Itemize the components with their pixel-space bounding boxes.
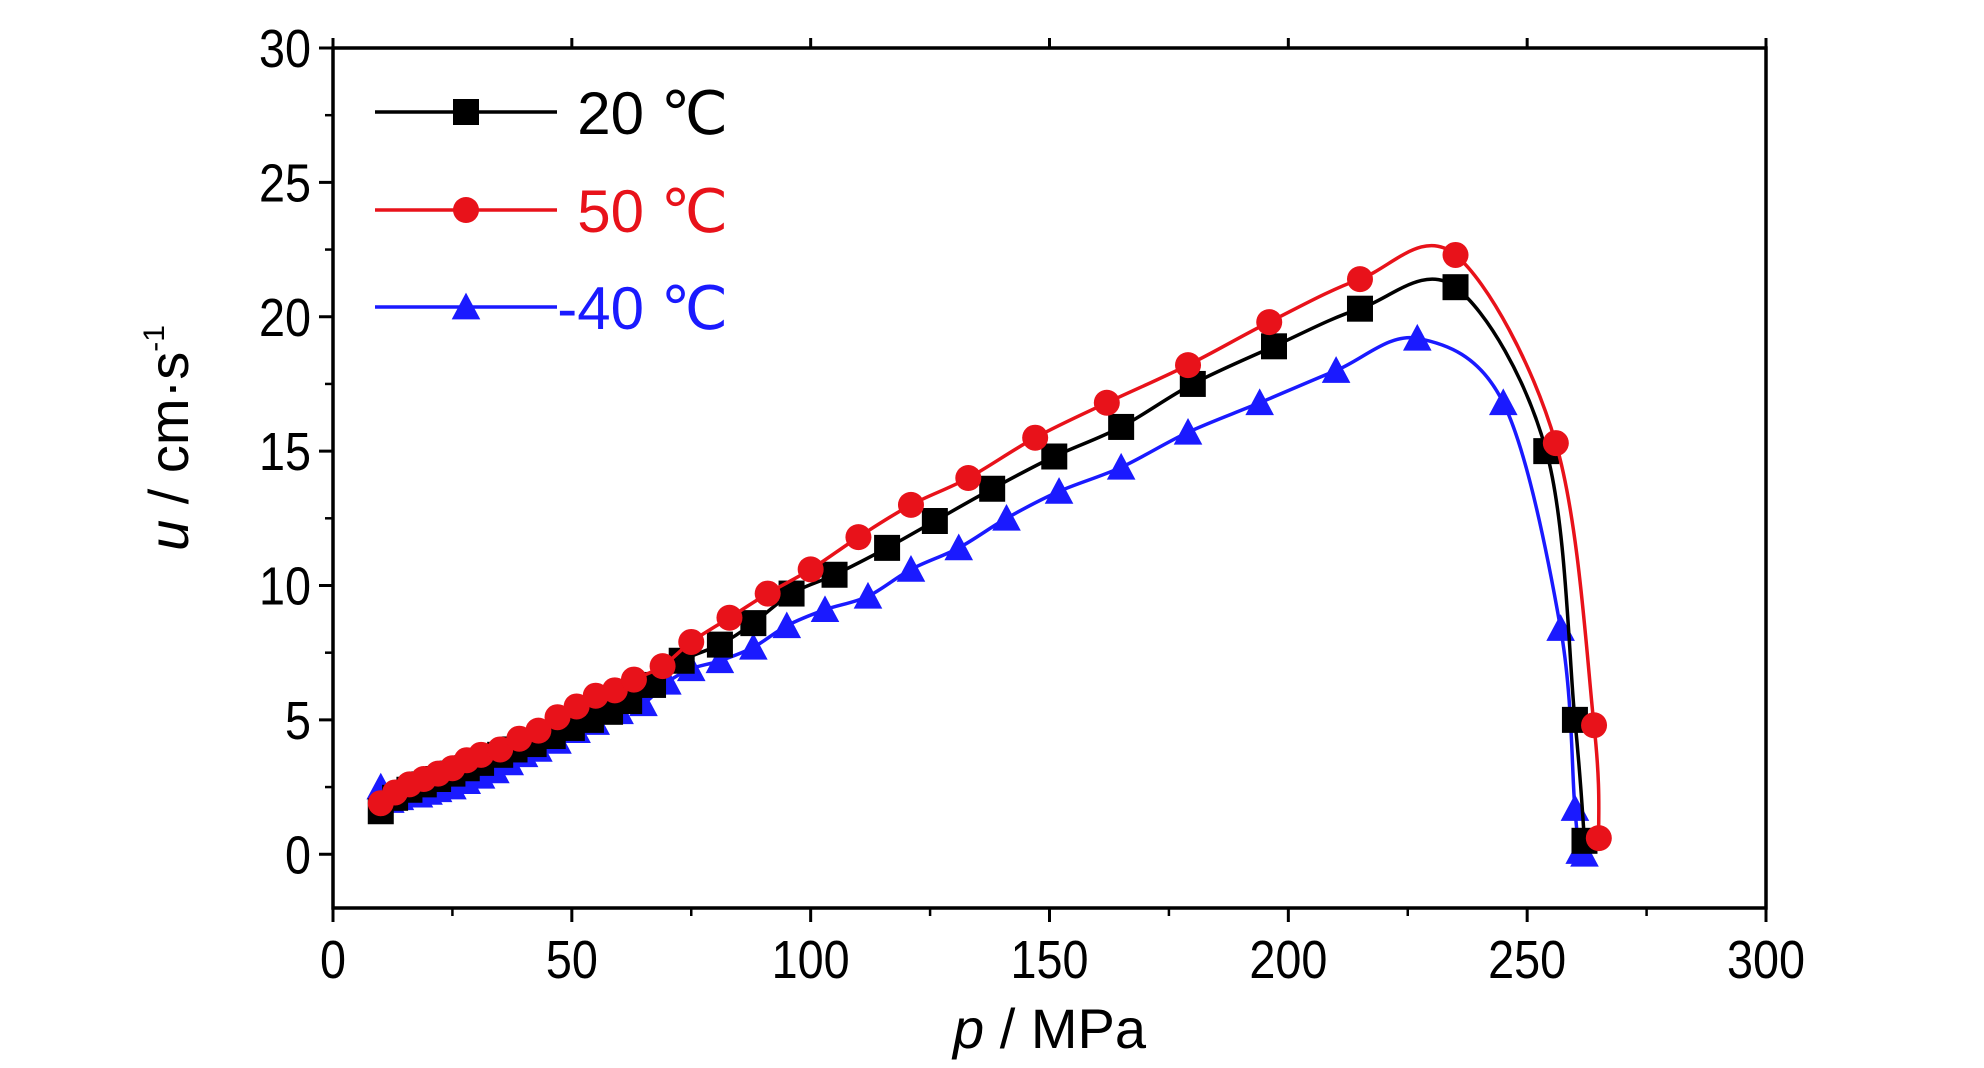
data-point-s1-19	[754, 580, 781, 607]
y-tick-label-6: 30	[259, 19, 311, 79]
series-line-2	[379, 335, 1587, 858]
data-point-s1-15	[620, 666, 647, 693]
data-point-s2-33	[1321, 356, 1351, 383]
legend-item-2: -40 ℃	[375, 275, 728, 342]
y-tick-label-2: 10	[259, 557, 311, 617]
legend-item-1: 50 ℃	[375, 178, 728, 245]
x-axis-label: p / MPa	[951, 997, 1147, 1060]
x-tick-label-6: 300	[1727, 930, 1805, 990]
data-point-s1-22	[897, 491, 924, 518]
data-point-s0-24	[979, 475, 1006, 502]
legend-label-0: 20 ℃	[577, 80, 728, 147]
data-point-s1-11	[544, 704, 571, 731]
data-point-s1-28	[1346, 266, 1373, 293]
axes: 0 50 100 150 200 250 300 0 5 10 15 20 25 30 p / MPa u /…	[137, 19, 1805, 1060]
data-point-s2-34	[1403, 323, 1432, 351]
data-point-s1-31	[1581, 712, 1608, 739]
data-point-s1-14	[601, 677, 628, 704]
series-0	[367, 274, 1598, 854]
data-point-s2-28	[992, 503, 1021, 531]
data-point-s2-10	[481, 756, 510, 784]
legend-item-0: 20 ℃	[375, 80, 728, 147]
data-point-s1-32	[1585, 825, 1612, 852]
data-point-s0-23	[921, 508, 948, 534]
legend: 20 ℃ 50 ℃ -40 ℃	[375, 80, 728, 342]
data-point-s2-21	[705, 646, 735, 674]
y-axis-label-exponent: -1	[138, 325, 171, 352]
y-tick-label-0: 0	[285, 825, 311, 885]
data-point-s1-30	[1542, 430, 1569, 457]
data-point-s1-21	[845, 524, 872, 551]
data-point-s2-37	[1560, 794, 1590, 821]
data-point-s1-17	[678, 628, 705, 655]
data-point-s0-29	[1346, 295, 1373, 322]
data-point-s0-18	[706, 631, 733, 658]
legend-label-1: 50 ℃	[577, 178, 728, 245]
series-1	[367, 241, 1612, 852]
y-axis-label-var: u	[137, 520, 200, 551]
data-point-s2-25	[853, 581, 883, 609]
data-point-s2-30	[1106, 452, 1136, 480]
y-tick-label-1: 5	[285, 691, 311, 751]
data-point-s1-10	[525, 717, 552, 744]
data-point-s2-27	[944, 533, 974, 561]
data-point-s2-32	[1245, 388, 1274, 416]
data-point-s1-25	[1093, 389, 1120, 416]
legend-marker-1	[453, 197, 479, 223]
data-point-s2-23	[772, 611, 802, 639]
series-line-0	[379, 277, 1587, 841]
data-point-s1-26	[1175, 352, 1202, 379]
x-tick-label-0: 0	[320, 930, 346, 990]
data-point-s0-28	[1261, 333, 1288, 360]
y-tick-label-3: 15	[259, 422, 311, 482]
y-tick-label-5: 25	[259, 153, 311, 213]
data-point-s1-24	[1022, 424, 1049, 451]
data-point-s2-26	[896, 555, 926, 582]
data-point-s1-29	[1442, 241, 1469, 268]
data-point-s0-22	[874, 534, 901, 561]
data-point-s1-23	[955, 465, 982, 491]
data-point-s0-26	[1108, 413, 1135, 440]
x-axis-label-unit: / MPa	[984, 997, 1147, 1060]
data-point-s1-18	[716, 604, 743, 631]
data-point-s0-21	[821, 561, 848, 588]
data-point-s1-16	[649, 653, 676, 680]
y-tick-label-4: 20	[259, 288, 311, 348]
data-point-s0-25	[1041, 443, 1068, 470]
data-point-s1-12	[563, 693, 590, 720]
x-tick-label-5: 250	[1488, 930, 1566, 990]
data-point-s1-27	[1256, 309, 1283, 336]
data-point-s2-31	[1173, 417, 1203, 445]
legend-marker-0	[453, 99, 479, 125]
data-point-s2-22	[739, 632, 768, 660]
x-tick-label-2: 100	[772, 930, 850, 990]
data-point-s1-20	[797, 556, 824, 583]
y-axis-label-unit: / cm·s	[137, 352, 200, 520]
data-point-s1-8	[487, 736, 514, 763]
x-tick-label-4: 200	[1249, 930, 1327, 990]
x-tick-label-3: 150	[1011, 930, 1089, 990]
data-point-s0-19	[740, 610, 767, 637]
data-point-s2-29	[1044, 477, 1074, 504]
data-point-s0-30	[1442, 274, 1469, 301]
series-2	[366, 323, 1599, 867]
data-point-s2-24	[810, 595, 840, 623]
data-point-s2-35	[1488, 388, 1518, 416]
legend-label-2: -40 ℃	[557, 275, 728, 342]
x-tick-label-1: 50	[546, 930, 598, 990]
legend-marker-2	[451, 292, 481, 320]
y-axis-label: u / cm·s-1	[137, 325, 200, 551]
x-axis-label-var: p	[951, 997, 984, 1060]
plot-area	[366, 241, 1612, 867]
